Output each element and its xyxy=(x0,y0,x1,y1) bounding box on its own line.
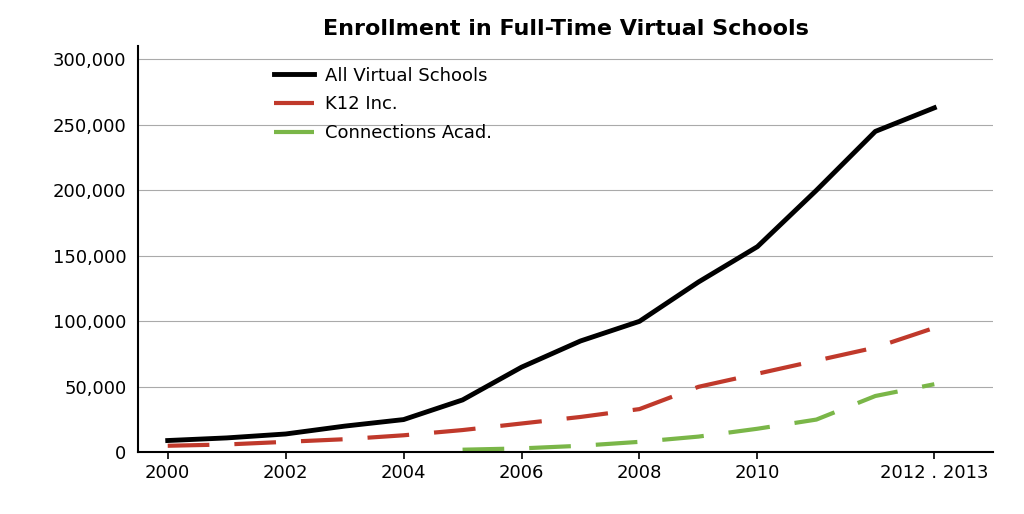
Connections Acad. xyxy=(574,443,587,449)
K12 Inc. xyxy=(633,406,645,412)
K12 Inc. xyxy=(280,439,292,445)
All Virtual Schools xyxy=(692,279,705,285)
Line: Connections Acad.: Connections Acad. xyxy=(463,384,934,450)
All Virtual Schools xyxy=(633,318,645,324)
Title: Enrollment in Full-Time Virtual Schools: Enrollment in Full-Time Virtual Schools xyxy=(323,19,809,39)
K12 Inc. xyxy=(339,436,351,443)
All Virtual Schools xyxy=(869,128,882,135)
Line: All Virtual Schools: All Virtual Schools xyxy=(168,108,934,440)
All Virtual Schools xyxy=(339,423,351,429)
Connections Acad. xyxy=(515,445,527,451)
K12 Inc. xyxy=(397,432,410,438)
All Virtual Schools xyxy=(574,338,587,344)
Legend: All Virtual Schools, K12 Inc., Connections Acad.: All Virtual Schools, K12 Inc., Connectio… xyxy=(267,59,499,150)
K12 Inc. xyxy=(869,344,882,351)
All Virtual Schools xyxy=(280,431,292,437)
K12 Inc. xyxy=(162,443,174,449)
K12 Inc. xyxy=(574,414,587,420)
All Virtual Schools xyxy=(928,105,940,111)
Connections Acad. xyxy=(692,433,705,439)
Connections Acad. xyxy=(928,381,940,387)
All Virtual Schools xyxy=(515,364,527,370)
K12 Inc. xyxy=(515,420,527,427)
K12 Inc. xyxy=(220,442,232,448)
Connections Acad. xyxy=(457,447,469,453)
All Virtual Schools xyxy=(162,437,174,444)
Connections Acad. xyxy=(869,393,882,399)
Connections Acad. xyxy=(810,416,822,423)
K12 Inc. xyxy=(457,427,469,433)
Connections Acad. xyxy=(633,439,645,445)
All Virtual Schools xyxy=(397,416,410,423)
K12 Inc. xyxy=(752,371,764,377)
All Virtual Schools xyxy=(752,244,764,250)
All Virtual Schools xyxy=(457,397,469,403)
Connections Acad. xyxy=(752,426,764,432)
All Virtual Schools xyxy=(220,435,232,441)
K12 Inc. xyxy=(928,325,940,331)
All Virtual Schools xyxy=(810,187,822,193)
K12 Inc. xyxy=(810,358,822,364)
K12 Inc. xyxy=(692,384,705,390)
Line: K12 Inc.: K12 Inc. xyxy=(168,328,934,446)
